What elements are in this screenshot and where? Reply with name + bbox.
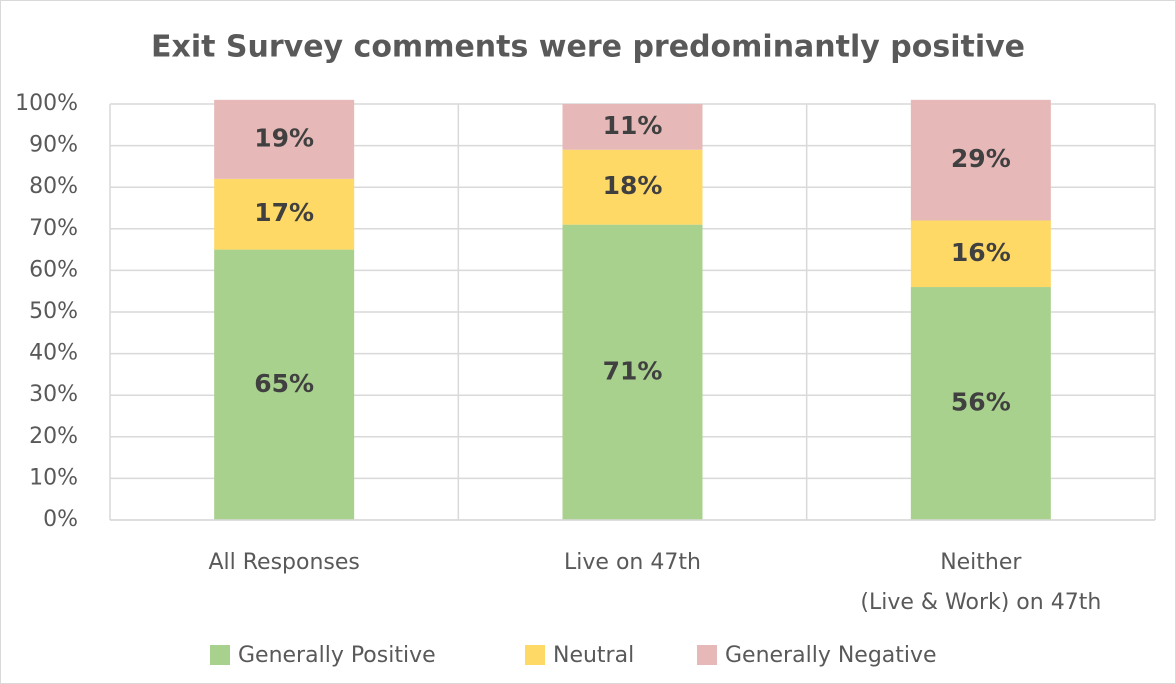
data-label: 18%: [603, 171, 663, 200]
legend-swatch: [210, 645, 230, 665]
data-label: 19%: [254, 123, 314, 152]
bar-segment: [910, 99, 1051, 221]
data-label: 56%: [951, 388, 1011, 417]
bar-segment: [562, 104, 703, 150]
bar-segment: [562, 224, 703, 520]
data-label: 71%: [603, 356, 663, 385]
y-tick-label: 40%: [29, 341, 78, 366]
legend-label: Generally Negative: [725, 643, 937, 668]
legend-label: Neutral: [553, 643, 634, 668]
y-tick-label: 30%: [29, 382, 78, 407]
x-tick-label: Live on 47th: [564, 550, 701, 575]
y-tick-label: 80%: [29, 174, 78, 199]
legend-label: Generally Positive: [238, 643, 436, 668]
bar-segment: [910, 220, 1051, 288]
legend-swatch: [525, 645, 545, 665]
data-label: 11%: [603, 111, 663, 140]
data-label: 29%: [951, 144, 1011, 173]
data-label: 65%: [254, 369, 314, 398]
bar-segment: [214, 99, 355, 179]
y-tick-label: 60%: [29, 257, 78, 282]
y-tick-label: 50%: [29, 299, 78, 324]
data-label: 16%: [951, 238, 1011, 267]
y-tick-label: 10%: [29, 465, 78, 490]
x-tick-label: Neither (Live & Work) on 47th: [860, 550, 1101, 615]
y-tick-label: 20%: [29, 424, 78, 449]
y-tick-label: 90%: [29, 133, 78, 158]
data-label: 17%: [254, 198, 314, 227]
bar-segment: [214, 178, 355, 250]
y-tick-label: 0%: [43, 507, 78, 532]
y-tick-label: 100%: [15, 91, 78, 116]
y-tick-label: 70%: [29, 216, 78, 241]
bar-segment: [562, 149, 703, 225]
legend-swatch: [697, 645, 717, 665]
x-tick-label: All Responses: [208, 550, 359, 575]
chart-title: Exit Survey comments were predominantly …: [151, 30, 1025, 65]
bar-segment: [910, 287, 1051, 520]
bar-segment: [214, 249, 355, 520]
